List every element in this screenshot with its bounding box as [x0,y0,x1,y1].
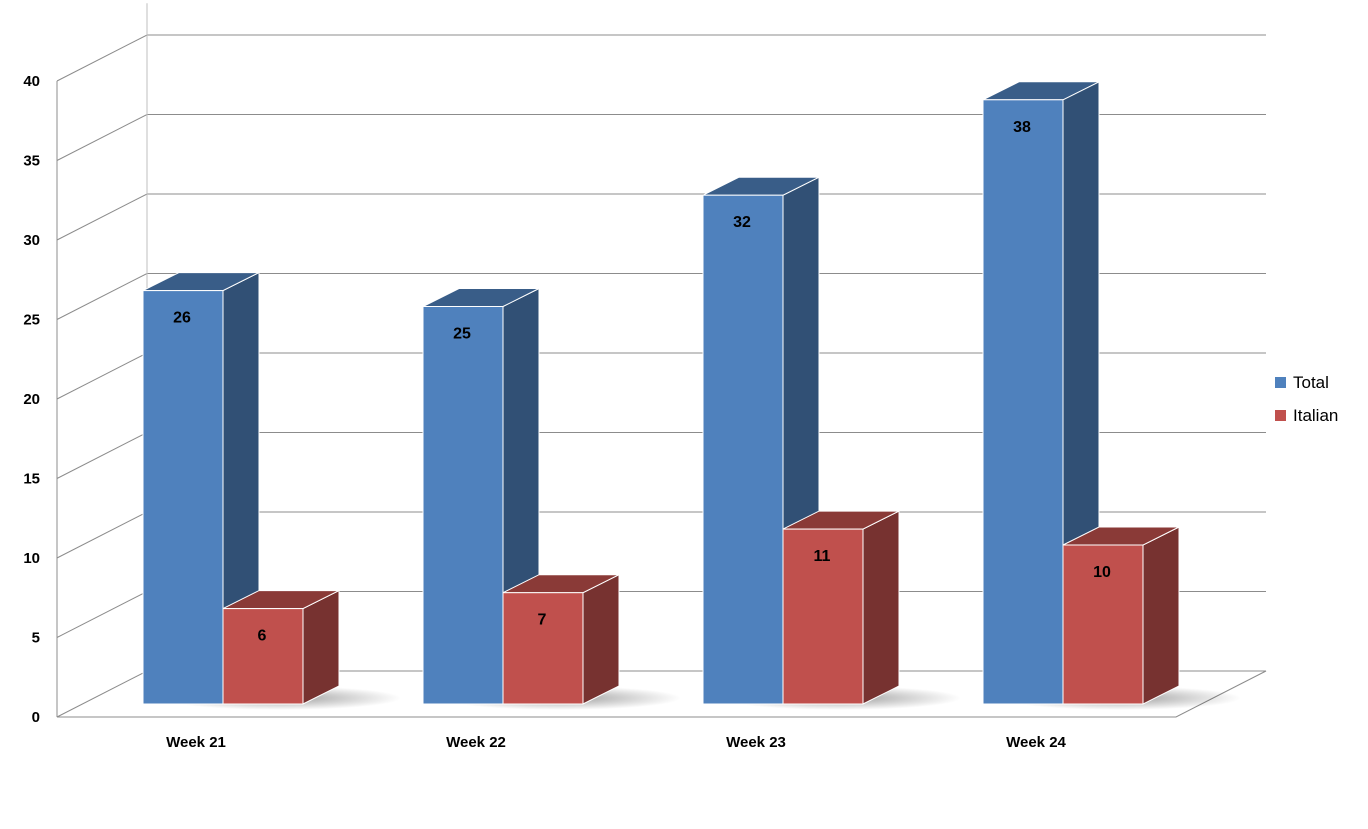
data-label-italian: 11 [814,548,831,565]
data-label-italian: 7 [538,612,547,629]
bar-side-italian [582,573,620,705]
bar-total [702,194,784,705]
legend: Total Italian [1275,366,1338,432]
data-label-italian: 6 [258,628,267,645]
data-label-total: 32 [733,214,751,231]
bars [142,80,1180,705]
x-tick-label: Week 22 [446,734,506,751]
legend-swatch-italian [1275,410,1286,421]
bar-side-italian [862,510,900,705]
legend-label-italian: Italian [1293,405,1339,425]
data-labels: 26 6 25 7 32 11 38 10 [173,119,1111,645]
y-tick-label: 10 [23,550,40,567]
y-tick-label: 35 [23,153,40,170]
y-tick-label: 15 [23,471,40,488]
x-tick-label: Week 21 [166,734,226,751]
bar-total [142,290,224,705]
bar-italian [222,608,304,705]
bar-side-italian [302,589,340,705]
bar-side-italian [1142,526,1180,705]
bar-italian [502,592,584,705]
legend-item-total: Total [1275,366,1338,399]
legend-label-total: Total [1293,372,1329,392]
legend-item-italian: Italian [1275,399,1338,432]
y-tick-label: 5 [32,630,40,647]
y-axis: 0 5 10 15 20 25 30 35 40 [23,73,58,726]
x-axis: Week 21 Week 22 Week 23 Week 24 [166,734,1066,751]
data-label-total: 26 [173,310,191,327]
y-tick-label: 25 [23,312,40,329]
bar-italian [1062,544,1144,705]
bar-total [422,306,504,705]
bar-italian [782,528,864,705]
x-tick-label: Week 24 [1006,734,1066,751]
y-tick-label: 20 [23,391,40,408]
data-label-total: 25 [453,326,471,343]
data-label-total: 38 [1013,119,1031,136]
legend-swatch-total [1275,377,1286,388]
x-tick-label: Week 23 [726,734,786,751]
y-tick-label: 40 [23,73,40,90]
gridline [56,34,1266,82]
y-tick-label: 30 [23,232,40,249]
y-tick-label: 0 [32,709,40,726]
bar-total [982,99,1064,705]
data-label-italian: 10 [1093,564,1111,581]
